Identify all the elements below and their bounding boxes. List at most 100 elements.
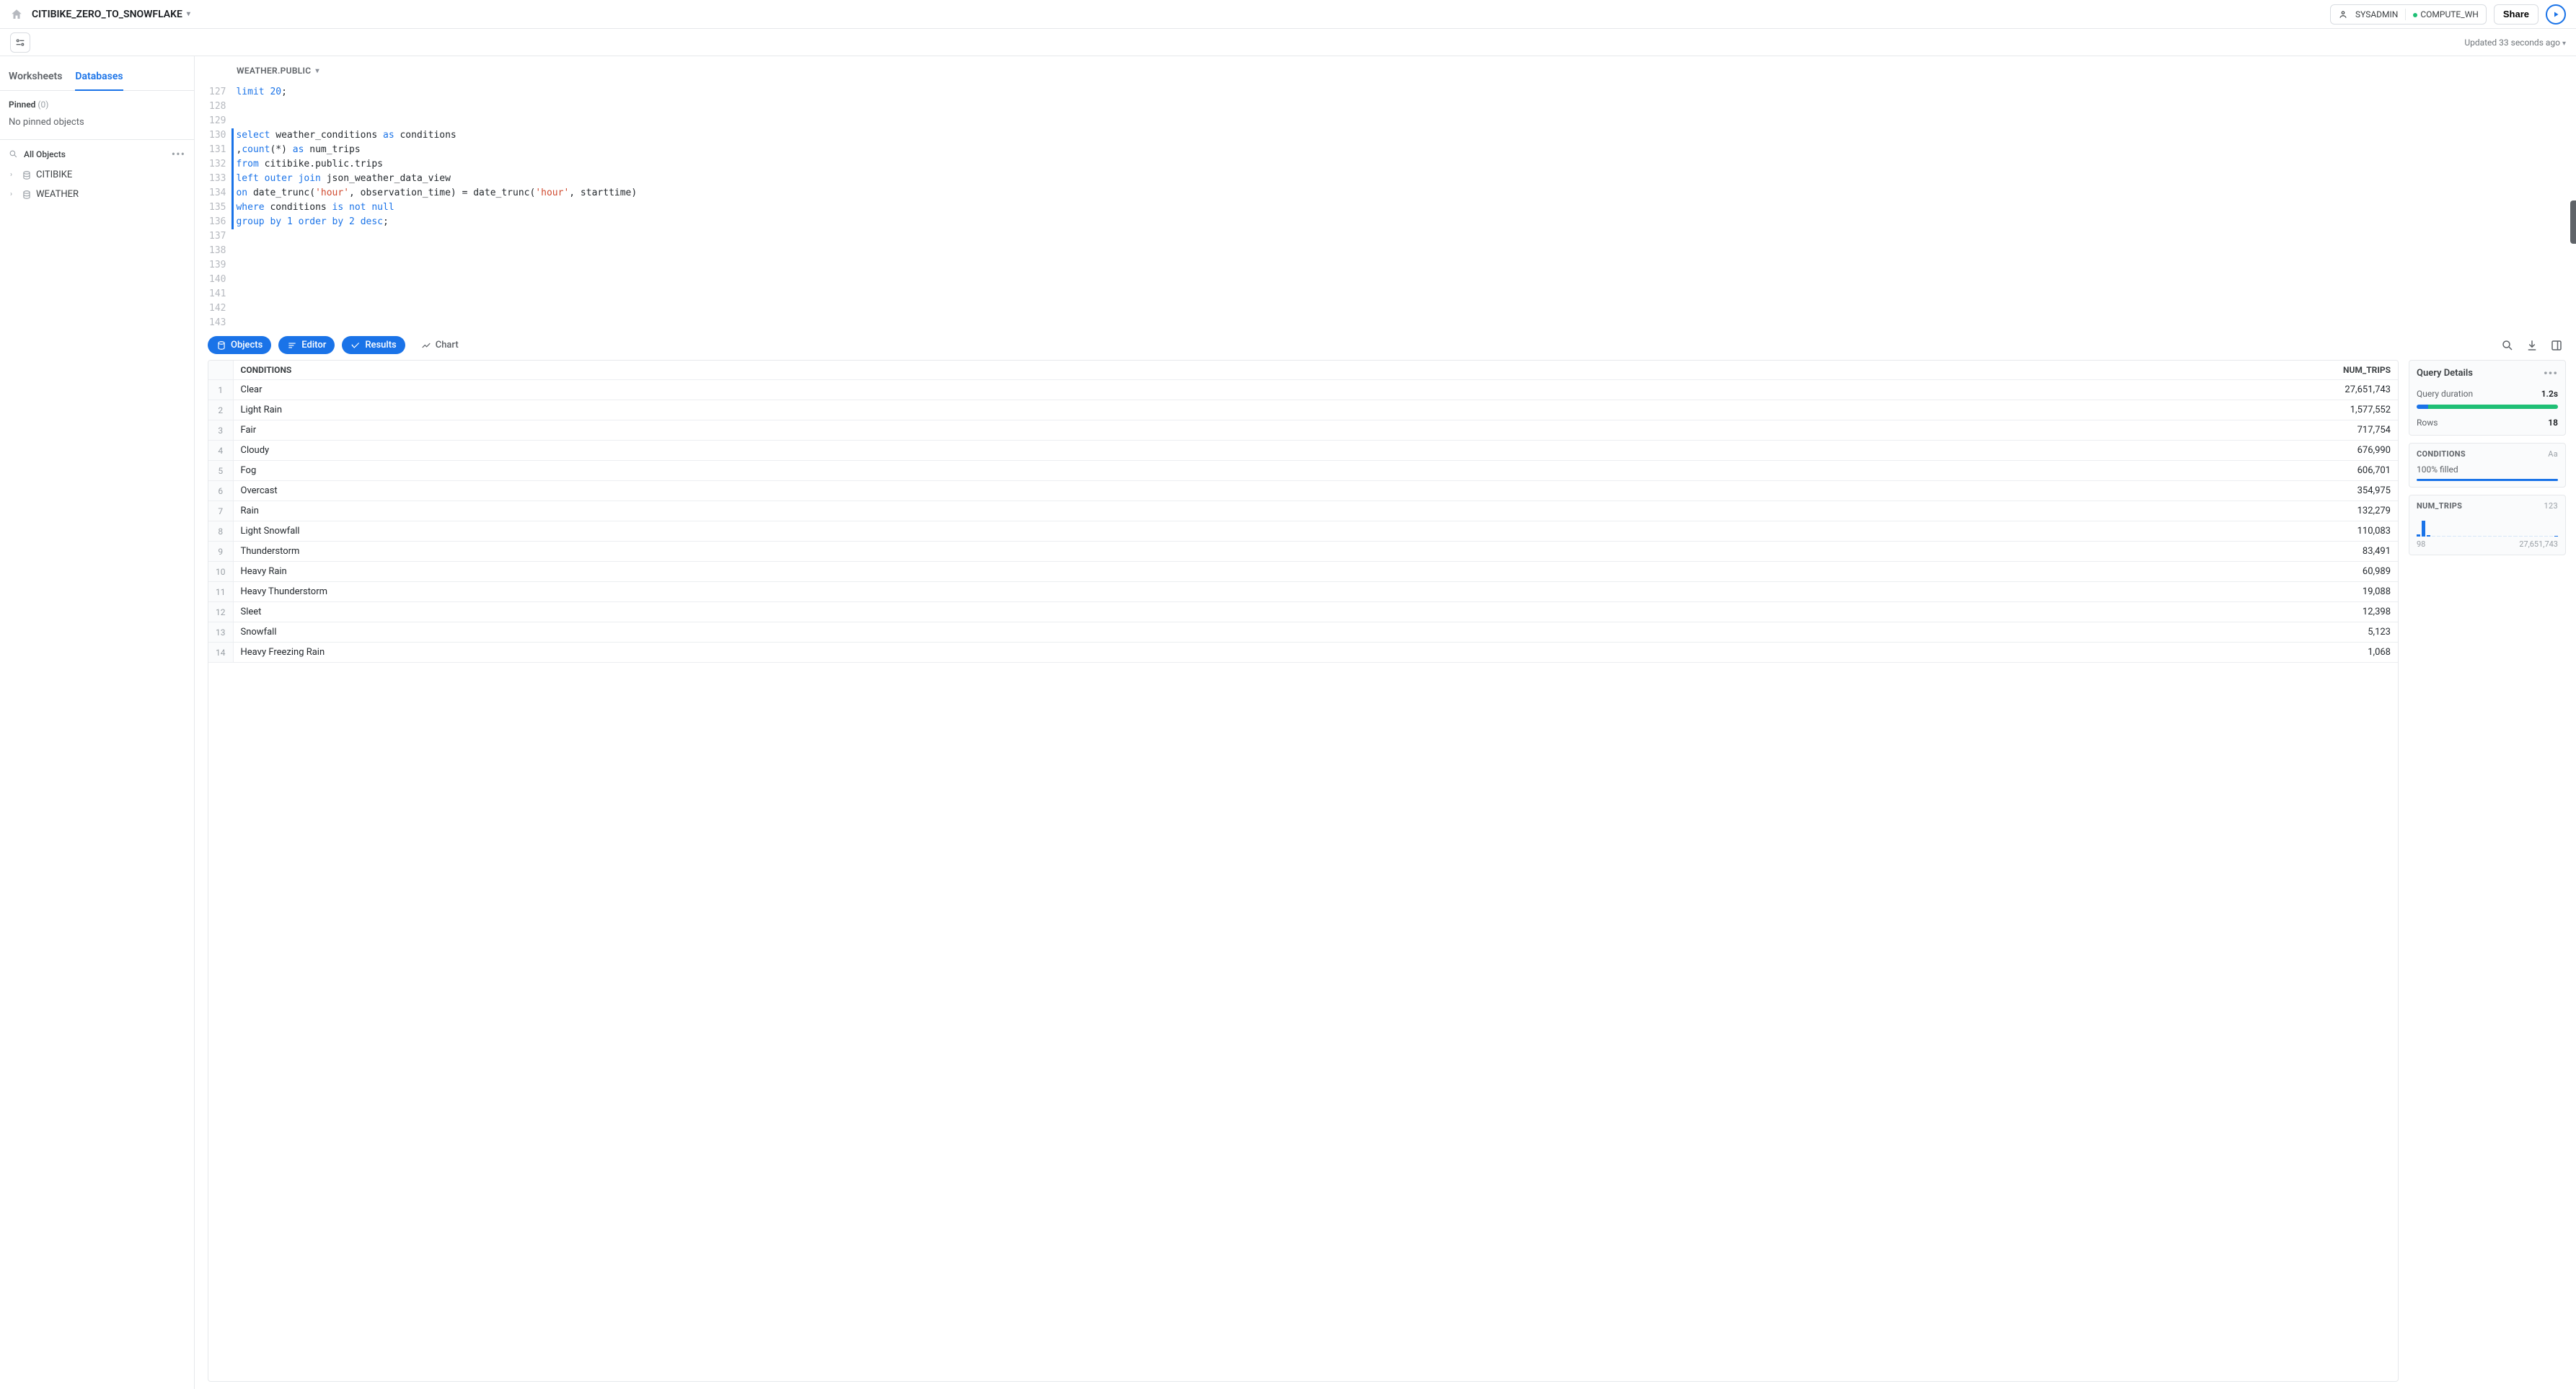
cell-conditions: Heavy Thunderstorm [233,582,1578,602]
table-row[interactable]: 3Fair717,754 [208,420,2398,441]
cell-num-trips: 1,577,552 [1578,400,2398,420]
schema-context[interactable]: WEATHER.PUBLIC ▾ [195,56,2576,85]
pinned-count: (0) [38,100,48,110]
table-row[interactable]: 7Rain132,279 [208,501,2398,521]
cell-num-trips: 676,990 [1578,441,2398,461]
database-icon [22,190,32,200]
cell-conditions: Snowfall [233,622,1578,643]
filled-bar [2417,479,2558,481]
col-stats-type: Aa [2548,449,2558,459]
cell-num-trips: 60,989 [1578,562,2398,582]
view-tab-objects[interactable]: Objects [208,336,271,354]
pinned-empty-text: No pinned objects [9,117,185,128]
view-tab-editor[interactable]: Editor [278,336,335,354]
download-icon[interactable] [2526,339,2538,352]
sql-editor[interactable]: 1271281291301311321331341351361371381391… [195,85,2576,330]
col-stats-name: NUM_TRIPS [2417,501,2462,511]
table-row[interactable]: 11Heavy Thunderstorm19,088 [208,582,2398,602]
cell-num-trips: 354,975 [1578,481,2398,501]
table-row[interactable]: 14Heavy Freezing Rain1,068 [208,643,2398,663]
cell-num-trips: 132,279 [1578,501,2398,521]
view-tabs-bar: Objects Editor Results Chart [195,330,2576,360]
row-number: 13 [208,622,233,643]
hist-axis-max: 27,651,743 [2519,539,2558,549]
chevron-down-icon: ▾ [2562,40,2566,48]
query-details-panel: Query Details ••• Query duration 1.2s [2409,360,2566,1382]
warehouse-label: COMPUTE_WH [2413,9,2479,19]
cell-num-trips: 83,491 [1578,542,2398,562]
table-row[interactable]: 1Clear27,651,743 [208,380,2398,400]
cell-conditions: Fog [233,461,1578,481]
column-header[interactable]: CONDITIONS [233,361,1578,380]
all-objects-label[interactable]: All Objects [24,149,66,159]
more-icon[interactable]: ••• [2544,366,2558,380]
table-row[interactable]: 13Snowfall5,123 [208,622,2398,643]
col-stats-name: CONDITIONS [2417,449,2466,459]
row-number: 2 [208,400,233,420]
search-icon [9,149,18,159]
updated-status[interactable]: Updated 33 seconds ago ▾ [2464,38,2566,48]
role-icon [2338,9,2348,19]
row-number: 12 [208,602,233,622]
database-item[interactable]: ›CITIBIKE [0,165,194,185]
table-row[interactable]: 12Sleet12,398 [208,602,2398,622]
duration-value: 1.2s [2541,389,2558,399]
row-number: 11 [208,582,233,602]
home-icon[interactable] [10,8,23,21]
cell-num-trips: 19,088 [1578,582,2398,602]
sidebar: Worksheets Databases Pinned (0) No pinne… [0,56,195,1389]
duration-bar [2417,405,2558,409]
row-number: 6 [208,481,233,501]
cell-conditions: Rain [233,501,1578,521]
share-button[interactable]: Share [2494,4,2538,25]
table-row[interactable]: 2Light Rain1,577,552 [208,400,2398,420]
worksheet-title[interactable]: CITIBIKE_ZERO_TO_SNOWFLAKE ▾ [32,9,190,20]
row-number: 8 [208,521,233,542]
context-selector[interactable]: SYSADMIN COMPUTE_WH [2330,4,2487,25]
cell-conditions: Cloudy [233,441,1578,461]
chevron-down-icon: ▾ [315,67,319,75]
cell-conditions: Clear [233,380,1578,400]
query-details-title: Query Details [2417,368,2473,379]
role-label: SYSADMIN [2355,9,2398,19]
tab-worksheets[interactable]: Worksheets [9,66,62,90]
cell-num-trips: 717,754 [1578,420,2398,441]
cell-conditions: Fair [233,420,1578,441]
more-icon[interactable]: ••• [172,147,185,161]
pinned-label: Pinned [9,100,35,110]
results-grid[interactable]: CONDITIONSNUM_TRIPS 1Clear27,651,7432Lig… [208,360,2399,1382]
table-row[interactable]: 4Cloudy676,990 [208,441,2398,461]
chevron-right-icon: › [10,171,17,179]
duration-label: Query duration [2417,389,2473,399]
layout-toggle-icon[interactable] [2550,339,2563,352]
search-results-icon[interactable] [2501,339,2514,352]
cell-num-trips: 27,651,743 [1578,380,2398,400]
row-number: 14 [208,643,233,663]
cell-num-trips: 110,083 [1578,521,2398,542]
run-button[interactable] [2546,4,2566,25]
cell-conditions: Light Rain [233,400,1578,420]
column-header[interactable]: NUM_TRIPS [1578,361,2398,380]
filter-button[interactable] [10,32,30,53]
rows-value: 18 [2548,418,2558,428]
view-tab-chart[interactable]: Chart [413,336,467,354]
cell-conditions: Overcast [233,481,1578,501]
database-item[interactable]: ›WEATHER [0,185,194,204]
scrollbar-handle[interactable] [2570,200,2576,244]
table-row[interactable]: 8Light Snowfall110,083 [208,521,2398,542]
row-number: 9 [208,542,233,562]
table-row[interactable]: 5Fog606,701 [208,461,2398,481]
view-tab-results[interactable]: Results [342,336,405,354]
row-number-header [208,361,233,380]
cell-conditions: Light Snowfall [233,521,1578,542]
col-stats-type: 123 [2544,501,2558,511]
chevron-down-icon: ▾ [187,10,190,18]
tab-databases[interactable]: Databases [75,66,123,91]
sub-bar: Updated 33 seconds ago ▾ [0,29,2576,56]
table-row[interactable]: 6Overcast354,975 [208,481,2398,501]
col-stats-filled: 100% filled [2417,464,2458,475]
table-row[interactable]: 9Thunderstorm83,491 [208,542,2398,562]
row-number: 4 [208,441,233,461]
status-dot-icon [2413,13,2417,17]
table-row[interactable]: 10Heavy Rain60,989 [208,562,2398,582]
